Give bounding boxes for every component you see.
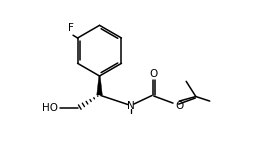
Polygon shape: [97, 76, 102, 95]
Text: O: O: [150, 69, 158, 79]
Text: O: O: [176, 101, 184, 111]
Text: N: N: [127, 101, 135, 111]
Text: F: F: [68, 23, 73, 33]
Text: HO: HO: [42, 103, 58, 113]
